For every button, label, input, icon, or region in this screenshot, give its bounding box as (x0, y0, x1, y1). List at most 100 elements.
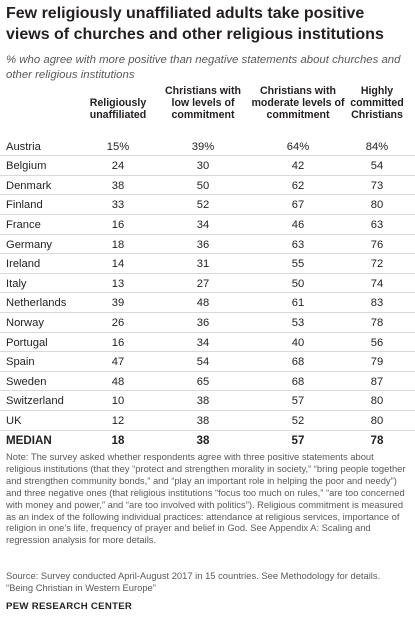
table-cell: 83 (370, 297, 384, 310)
table-cell: 55 (291, 258, 305, 271)
table-cell: 36 (196, 238, 210, 251)
brand-logo-text: PEW RESEARCH CENTER (6, 601, 133, 612)
table-cell: 42 (291, 160, 305, 173)
table-cell: 80 (370, 395, 384, 408)
chart-source: Source: Survey conducted April-August 20… (6, 570, 411, 594)
row-divider (0, 331, 415, 333)
table-cell: 52 (291, 414, 305, 427)
table-cell: 33 (111, 199, 125, 212)
table-cell: 76 (370, 238, 384, 251)
row-label: Finland (6, 199, 43, 212)
row-label: Denmark (6, 179, 52, 192)
row-divider (0, 233, 415, 235)
row-label: Italy (6, 277, 27, 290)
table-cell: 38 (196, 395, 210, 408)
row-divider (0, 155, 415, 157)
row-label: Austria (6, 140, 41, 153)
row-label: France (6, 218, 41, 231)
row-label: Portugal (6, 336, 48, 349)
table-cell: 30 (196, 160, 210, 173)
table-cell: 72 (370, 258, 384, 271)
table-cell: 79 (370, 356, 384, 369)
table-cell: 57 (291, 433, 305, 447)
table-cell: 52 (196, 199, 210, 212)
row-divider (0, 390, 415, 392)
table-cell: 68 (291, 375, 305, 388)
row-divider (0, 292, 415, 294)
table-cell: 48 (196, 297, 210, 310)
table-cell: 47 (111, 356, 125, 369)
chart-subtitle: % who agree with more positive than nega… (6, 54, 401, 81)
row-label: Sweden (6, 375, 47, 388)
table-cell: 48 (111, 375, 125, 388)
table-cell: 78 (370, 316, 384, 329)
note-text: Note: The survey asked whether responden… (6, 451, 406, 546)
column-header: Highly committed Christians (350, 84, 404, 122)
table-cell: 39 (111, 297, 125, 310)
row-label: Norway (6, 316, 44, 329)
source-text: Source: Survey conducted April-August 20… (6, 570, 381, 581)
table-cell: 50 (196, 179, 210, 192)
row-divider (0, 272, 415, 274)
row-divider (0, 194, 415, 196)
table-cell: 74 (370, 277, 384, 290)
row-divider (0, 429, 415, 431)
table-cell: 61 (291, 297, 305, 310)
table-cell: 62 (291, 179, 305, 192)
table-cell: 15% (106, 140, 130, 153)
table-cell: 18 (111, 433, 125, 447)
table-cell: 57 (291, 395, 305, 408)
table-cell: 65 (196, 375, 210, 388)
table-cell: 84% (365, 140, 389, 153)
table-cell: 67 (291, 199, 305, 212)
table-cell: 34 (196, 218, 210, 231)
table-cell: 36 (196, 316, 210, 329)
row-label: Netherlands (6, 297, 67, 310)
chart-title: Few religiously unaffiliated adults take… (6, 5, 384, 43)
column-header: Christians with low levels of commitment (165, 84, 241, 122)
row-label: Switzerland (6, 395, 64, 408)
table-cell: 16 (111, 336, 125, 349)
table-cell: 34 (196, 336, 210, 349)
table-cell: 63 (291, 238, 305, 251)
row-label: Ireland (6, 258, 41, 271)
table-cell: 80 (370, 199, 384, 212)
table-cell: 14 (111, 258, 125, 271)
table-cell: 38 (196, 433, 210, 447)
row-divider (0, 370, 415, 372)
row-divider (0, 213, 415, 215)
table-cell: 80 (370, 414, 384, 427)
chart-note: Note: The survey asked whether responden… (6, 451, 411, 546)
table-cell: 24 (111, 160, 125, 173)
row-label: Spain (6, 356, 35, 369)
table-cell: 64% (286, 140, 310, 153)
row-divider (0, 174, 415, 176)
table-cell: 54 (196, 356, 210, 369)
row-label: Belgium (6, 160, 47, 173)
table-cell: 26 (111, 316, 125, 329)
table-cell: 63 (370, 218, 384, 231)
table-cell: 38 (196, 414, 210, 427)
row-label: Germany (6, 238, 53, 251)
table-cell: 10 (111, 395, 125, 408)
table-cell: 13 (111, 277, 125, 290)
table-cell: 78 (370, 433, 384, 447)
table-cell: 68 (291, 356, 305, 369)
table-cell: 12 (111, 414, 125, 427)
table-cell: 50 (291, 277, 305, 290)
table-cell: 16 (111, 218, 125, 231)
row-divider (0, 311, 415, 313)
column-header: Christians with moderate levels of commi… (251, 84, 345, 122)
table-cell: 54 (370, 160, 384, 173)
table-cell: 73 (370, 179, 384, 192)
report-title: “Being Christian in Western Europe” (6, 581, 156, 593)
column-header: Religiously unaffiliated (89, 97, 147, 122)
table-cell: 40 (291, 336, 305, 349)
row-label: UK (6, 414, 22, 427)
row-divider (0, 409, 415, 411)
row-divider (0, 253, 415, 255)
table-cell: 39% (191, 140, 215, 153)
table-cell: 38 (111, 179, 125, 192)
table-cell: 18 (111, 238, 125, 251)
